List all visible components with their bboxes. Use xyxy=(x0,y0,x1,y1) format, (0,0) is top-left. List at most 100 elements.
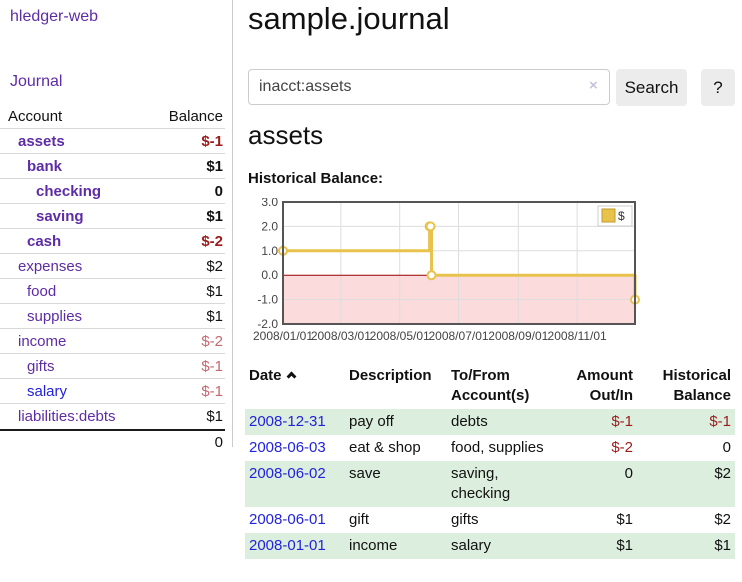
account-link-checking[interactable]: checking xyxy=(36,182,102,200)
register-header-date[interactable]: Date xyxy=(245,363,345,409)
transaction-accounts: saving, checking xyxy=(451,465,511,502)
transaction-accounts: salary xyxy=(451,537,492,554)
svg-text:0.0: 0.0 xyxy=(261,268,278,282)
account-link-cash[interactable]: cash xyxy=(27,232,62,250)
account-link-income[interactable]: income xyxy=(18,332,67,350)
account-row-cash: cash $-2 xyxy=(0,229,225,254)
account-row-supplies: supplies $1 xyxy=(0,304,225,329)
accounts-table: Account Balance assets $-1 bank $1 check… xyxy=(0,104,225,454)
app-title-link[interactable]: hledger-web xyxy=(10,8,99,25)
account-row-assets: assets $-1 xyxy=(0,129,225,154)
transaction-description: eat & shop xyxy=(349,439,421,456)
transaction-amount: $-1 xyxy=(611,413,633,430)
transaction-balance: $2 xyxy=(714,511,731,528)
transaction-description: income xyxy=(349,537,398,554)
svg-text:2008/01/01: 2008/01/01 xyxy=(253,329,313,343)
account-link-supplies[interactable]: supplies xyxy=(27,307,83,325)
account-row-saving: saving $1 xyxy=(0,204,225,229)
account-heading: assets xyxy=(248,120,324,150)
accounts-total-value: 0 xyxy=(214,434,223,451)
account-balance: $-2 xyxy=(201,232,223,250)
account-link-expenses[interactable]: expenses xyxy=(18,257,83,275)
account-balance: $1 xyxy=(206,282,223,300)
svg-text:1.0: 1.0 xyxy=(261,244,278,258)
accounts-header-account: Account xyxy=(8,107,63,125)
svg-text:2008/03/01: 2008/03/01 xyxy=(311,329,371,343)
register-row: 2008-06-02 save saving, checking 0 $2 xyxy=(245,461,735,507)
transaction-description: gift xyxy=(349,511,370,528)
svg-text:-1.0: -1.0 xyxy=(257,293,278,307)
account-row-food: food $1 xyxy=(0,279,225,304)
transaction-date-link[interactable]: 2008-06-01 xyxy=(249,511,326,528)
sidebar-item-journal[interactable]: Journal xyxy=(10,73,63,90)
account-balance: $-1 xyxy=(201,132,223,150)
svg-text:2008/05/01: 2008/05/01 xyxy=(370,329,430,343)
help-button[interactable]: ? xyxy=(701,69,735,106)
register-header-description: Description xyxy=(349,367,432,384)
clear-search-icon[interactable]: × xyxy=(589,77,598,94)
account-row-expenses: expenses $2 xyxy=(0,254,225,279)
account-row-checking: checking 0 xyxy=(0,179,225,204)
transaction-date-link[interactable]: 2008-06-02 xyxy=(249,465,326,482)
transaction-balance: $2 xyxy=(714,465,731,482)
account-balance: $-2 xyxy=(201,332,223,350)
sidebar: hledger-web Journal Account Balance asse… xyxy=(0,0,233,451)
transaction-balance: $-1 xyxy=(709,413,731,430)
accounts-header-balance: Balance xyxy=(168,107,223,125)
transaction-amount: 0 xyxy=(624,465,633,482)
search-button[interactable]: Search xyxy=(616,69,687,106)
account-row-income: income $-2 xyxy=(0,329,225,354)
transaction-date-link[interactable]: 2008-01-01 xyxy=(249,537,326,554)
chart-title: Historical Balance: xyxy=(248,170,384,187)
account-link-gifts[interactable]: gifts xyxy=(27,357,55,375)
search-input[interactable] xyxy=(248,69,610,105)
register-table: Date Description To/From Account(s) Amou… xyxy=(245,363,735,559)
transaction-date-link[interactable]: 2008-06-03 xyxy=(249,439,326,456)
transaction-description: save xyxy=(349,465,381,482)
account-link-salary[interactable]: salary xyxy=(27,382,68,400)
register-header-accounts: To/From Account(s) xyxy=(451,367,530,404)
register-header-amount: Amount Out/In xyxy=(576,367,633,404)
register-header-row: Date Description To/From Account(s) Amou… xyxy=(245,363,735,409)
account-balance: $-1 xyxy=(201,357,223,375)
register-row: 2008-06-01 gift gifts $1 $2 xyxy=(245,507,735,533)
account-balance: $2 xyxy=(206,257,223,275)
account-balance: $1 xyxy=(206,157,223,175)
register-row: 2008-06-03 eat & shop food, supplies $-2… xyxy=(245,435,735,461)
account-row-liabilities-debts: liabilities:debts $1 xyxy=(0,404,225,429)
account-balance: $1 xyxy=(206,307,223,325)
register-row: 2008-12-31 pay off debts $-1 $-1 xyxy=(245,409,735,435)
account-link-food[interactable]: food xyxy=(27,282,57,300)
account-balance: $1 xyxy=(206,408,223,425)
account-balance: $1 xyxy=(206,207,223,225)
historical-balance-chart: 2008/01/012008/03/012008/05/012008/07/01… xyxy=(253,198,640,343)
account-link-liabilities-debts[interactable]: liabilities:debts xyxy=(18,408,116,425)
accounts-table-header: Account Balance xyxy=(0,104,225,129)
page-title: sample.journal xyxy=(248,1,450,36)
register-header-balance: Historical Balance xyxy=(662,367,731,404)
transaction-amount: $1 xyxy=(616,537,633,554)
transaction-date-link[interactable]: 2008-12-31 xyxy=(249,413,326,430)
account-row-gifts: gifts $-1 xyxy=(0,354,225,379)
account-row-bank: bank $1 xyxy=(0,154,225,179)
account-link-saving[interactable]: saving xyxy=(36,207,84,225)
accounts-total-row: 0 xyxy=(0,429,225,454)
transaction-description: pay off xyxy=(349,413,394,430)
svg-text:3.0: 3.0 xyxy=(261,198,278,209)
transaction-amount: $1 xyxy=(616,511,633,528)
account-link-bank[interactable]: bank xyxy=(27,157,63,175)
svg-text:2008/07/01: 2008/07/01 xyxy=(428,329,488,343)
account-link-assets[interactable]: assets xyxy=(18,132,65,150)
register-row: 2008-01-01 income salary $1 $1 xyxy=(245,533,735,559)
transaction-balance: $1 xyxy=(714,537,731,554)
transaction-accounts: debts xyxy=(451,413,488,430)
account-row-salary: salary $-1 xyxy=(0,379,225,404)
account-balance: 0 xyxy=(214,182,223,200)
transaction-balance: 0 xyxy=(722,439,731,456)
transaction-accounts: food, supplies xyxy=(451,439,544,456)
svg-text:2008/09/01: 2008/09/01 xyxy=(488,329,548,343)
svg-text:-2.0: -2.0 xyxy=(257,317,278,331)
svg-text:$: $ xyxy=(618,209,625,223)
svg-text:2.0: 2.0 xyxy=(261,219,278,233)
